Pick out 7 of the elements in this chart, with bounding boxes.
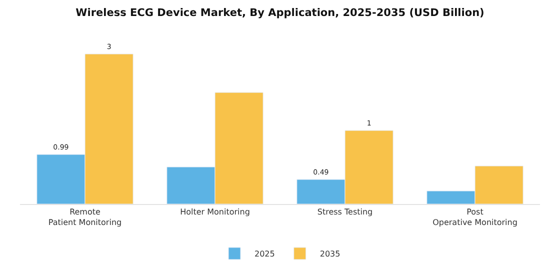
- legend-label: 2035: [320, 250, 340, 259]
- x-tick-label: Remote Patient Monitoring: [48, 208, 122, 227]
- x-tick-label: Holter Monitoring: [180, 208, 250, 217]
- x-tick-label: Stress Testing: [317, 208, 373, 217]
- x-tick-label: Post Operative Monitoring: [432, 208, 518, 227]
- legend-label: 2025: [254, 250, 275, 259]
- chart-title: Wireless ECG Device Market, By Application, 2025-2035 (USD Billion): [76, 6, 484, 19]
